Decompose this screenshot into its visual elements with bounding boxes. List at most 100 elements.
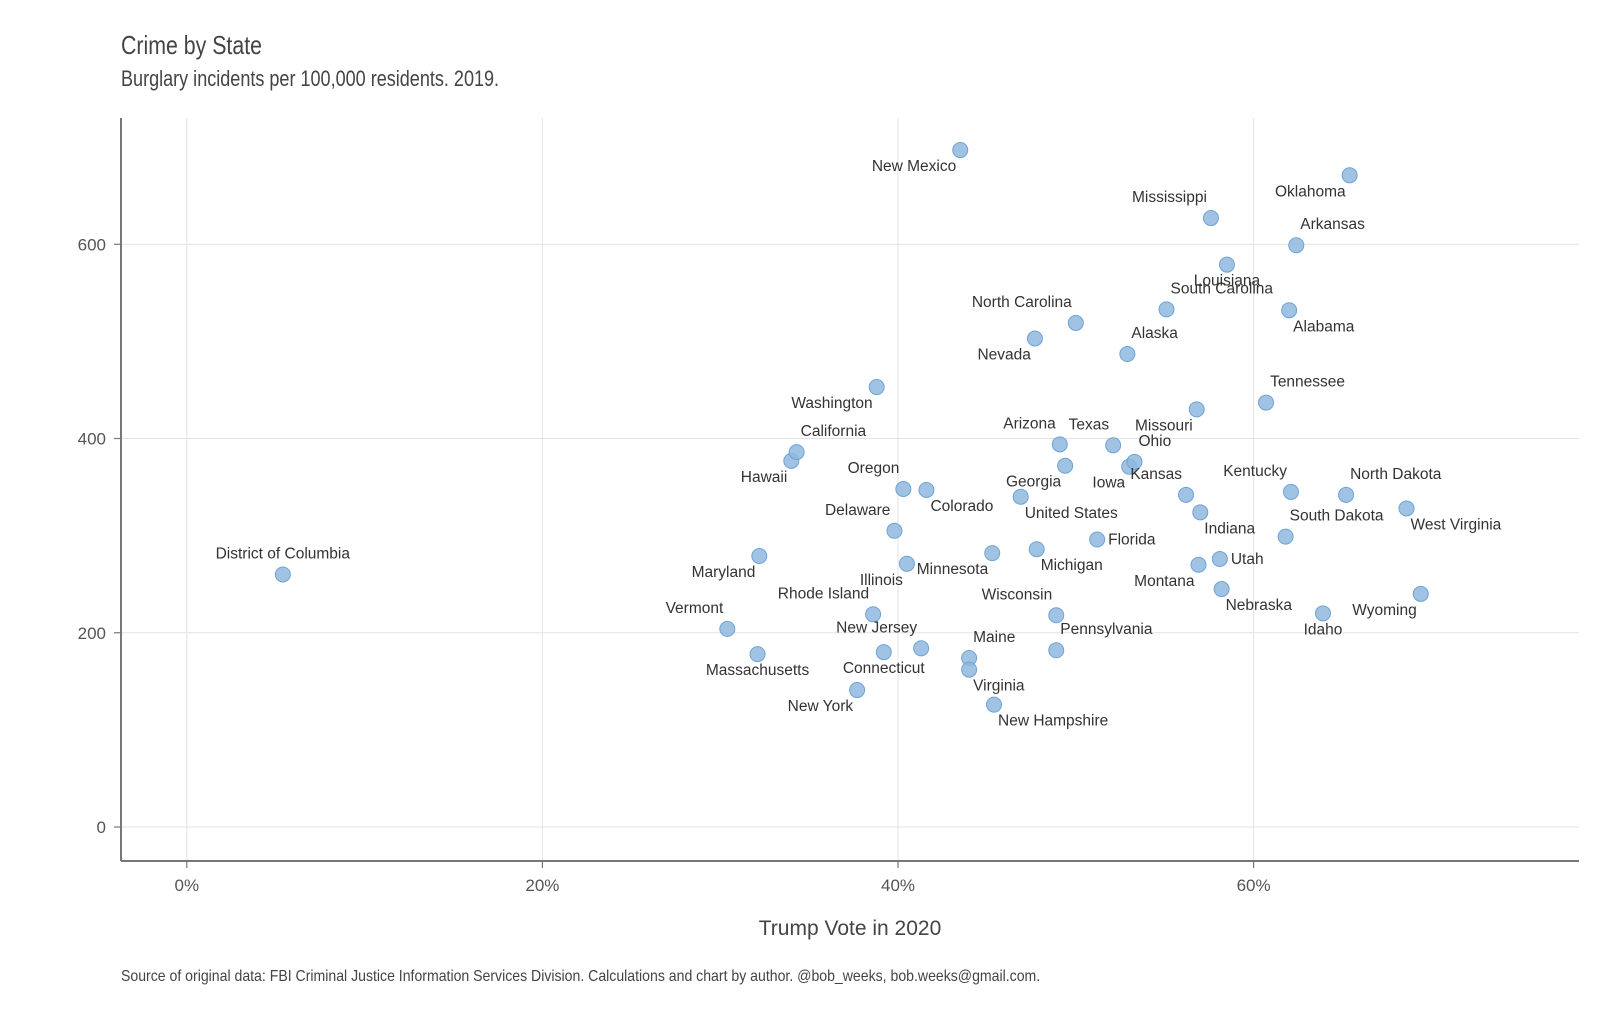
data-point bbox=[952, 142, 969, 159]
point-label: Delaware bbox=[825, 502, 890, 519]
x-tick-label: 60% bbox=[1237, 876, 1271, 895]
data-point bbox=[1213, 581, 1230, 598]
point-label: Indiana bbox=[1204, 520, 1255, 537]
point-label: California bbox=[801, 423, 867, 440]
data-point bbox=[875, 644, 892, 661]
point-label: Nebraska bbox=[1226, 597, 1293, 614]
point-label: Hawaii bbox=[741, 469, 788, 486]
x-tick-label: 40% bbox=[881, 876, 915, 895]
data-point bbox=[1188, 401, 1205, 418]
point-label: Colorado bbox=[930, 498, 993, 515]
point-label: Nevada bbox=[977, 346, 1031, 363]
point-label: Florida bbox=[1108, 532, 1156, 549]
data-point bbox=[1258, 394, 1275, 411]
data-point bbox=[1178, 486, 1195, 503]
data-point bbox=[1211, 550, 1228, 567]
data-point bbox=[1192, 504, 1209, 521]
point-label: Wisconsin bbox=[982, 586, 1053, 603]
data-point bbox=[986, 696, 1003, 713]
data-point bbox=[1341, 167, 1358, 184]
chart-caption: Source of original data: FBI Criminal Ju… bbox=[121, 968, 1041, 985]
data-point bbox=[719, 620, 736, 637]
point-label: Ohio bbox=[1138, 433, 1171, 450]
point-label: Texas bbox=[1069, 416, 1110, 433]
data-point bbox=[1218, 256, 1235, 273]
data-point bbox=[898, 555, 915, 572]
point-label: Kentucky bbox=[1223, 463, 1287, 480]
point-label: Iowa bbox=[1092, 475, 1125, 492]
point-label: Illinois bbox=[860, 572, 903, 589]
data-point bbox=[1338, 486, 1355, 503]
point-label: Alabama bbox=[1293, 318, 1355, 335]
data-point bbox=[1314, 605, 1331, 622]
point-label: Missouri bbox=[1135, 417, 1193, 434]
point-label: Tennessee bbox=[1270, 374, 1345, 391]
chart-title: Crime by State bbox=[121, 30, 263, 60]
data-point bbox=[1398, 500, 1415, 517]
data-point bbox=[1067, 314, 1084, 331]
point-label: Washington bbox=[791, 395, 872, 412]
point-label: Georgia bbox=[1006, 474, 1062, 491]
point-label: Pennsylvania bbox=[1060, 621, 1153, 638]
data-point bbox=[1282, 483, 1299, 500]
chart-subtitle: Burglary incidents per 100,000 residents… bbox=[121, 66, 500, 91]
point-label: Mississippi bbox=[1132, 189, 1207, 206]
data-point bbox=[751, 548, 768, 565]
point-labels: District of Columbia Vermont Massachusetts… bbox=[216, 158, 1502, 730]
point-label: New Hampshire bbox=[998, 713, 1108, 730]
point-label: District of Columbia bbox=[216, 545, 351, 562]
data-point bbox=[1190, 556, 1207, 573]
data-point bbox=[1089, 531, 1106, 548]
tick-labels: 0 200 400 600 0% 20% 40% 60% bbox=[78, 235, 1271, 895]
data-point bbox=[1158, 301, 1175, 318]
grid-lines bbox=[121, 118, 1579, 861]
data-point bbox=[868, 379, 885, 396]
point-label: Massachusetts bbox=[706, 662, 810, 679]
data-point bbox=[918, 481, 935, 498]
point-label: Wyoming bbox=[1352, 602, 1416, 619]
data-point bbox=[1281, 302, 1298, 319]
y-tick-label: 200 bbox=[78, 624, 106, 643]
point-label: Michigan bbox=[1041, 557, 1103, 574]
data-point bbox=[749, 646, 766, 663]
data-point bbox=[1028, 541, 1045, 558]
y-tick-label: 400 bbox=[78, 430, 106, 449]
point-label: Maryland bbox=[692, 564, 756, 581]
point-label: New York bbox=[788, 698, 854, 715]
point-label: Utah bbox=[1231, 551, 1264, 568]
data-point bbox=[895, 481, 912, 498]
data-point bbox=[788, 444, 805, 461]
data-point bbox=[1202, 210, 1219, 227]
point-label: Arizona bbox=[1003, 415, 1056, 432]
point-label: Arkansas bbox=[1300, 216, 1365, 233]
data-point bbox=[1105, 437, 1122, 454]
x-axis-title: Trump Vote in 2020 bbox=[759, 917, 942, 940]
data-point bbox=[1048, 642, 1065, 659]
point-label: Kansas bbox=[1130, 466, 1182, 483]
data-point bbox=[1126, 453, 1143, 470]
data-point bbox=[1288, 237, 1305, 254]
point-label: Maine bbox=[973, 629, 1015, 646]
y-tick-label: 0 bbox=[97, 818, 106, 837]
data-point bbox=[1412, 585, 1429, 602]
data-points bbox=[274, 142, 1429, 713]
point-label: New Mexico bbox=[872, 158, 956, 175]
data-point bbox=[1119, 346, 1136, 363]
point-label: South Dakota bbox=[1290, 508, 1384, 525]
point-label: Vermont bbox=[666, 600, 724, 617]
point-label: Virginia bbox=[973, 678, 1025, 695]
point-label: North Carolina bbox=[972, 294, 1072, 311]
data-point bbox=[984, 545, 1001, 562]
point-label: Alaska bbox=[1131, 325, 1178, 342]
point-label: Oklahoma bbox=[1275, 183, 1346, 200]
point-label: Connecticut bbox=[843, 660, 926, 677]
point-label: South Carolina bbox=[1170, 280, 1273, 297]
data-point bbox=[1012, 488, 1029, 505]
point-label: Idaho bbox=[1304, 621, 1343, 638]
data-point bbox=[1026, 330, 1043, 347]
data-point bbox=[274, 566, 291, 583]
x-tick-label: 0% bbox=[174, 876, 199, 895]
data-point bbox=[849, 682, 866, 699]
point-label: Montana bbox=[1134, 573, 1195, 590]
